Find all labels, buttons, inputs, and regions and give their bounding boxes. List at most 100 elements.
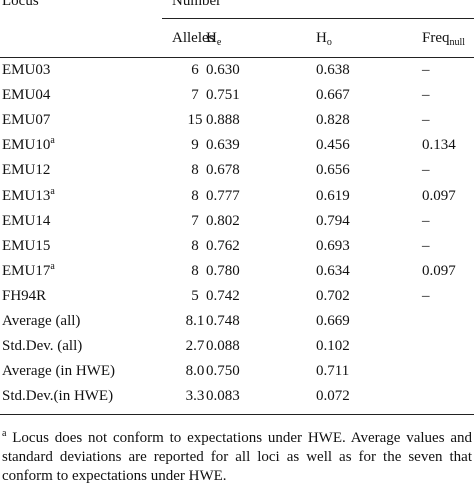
ho: 0.634 xyxy=(316,262,350,279)
rule xyxy=(162,18,474,19)
he: 0.777 xyxy=(206,187,240,204)
he: 0.751 xyxy=(206,87,240,104)
column-header-text: H xyxy=(316,30,327,46)
ho: 0.828 xyxy=(316,112,350,129)
alleles: 8.0 xyxy=(185,363,205,380)
column-header: Alleles xyxy=(172,29,215,47)
ho: 0.072 xyxy=(316,388,350,405)
ho: 0.711 xyxy=(316,363,350,380)
locus: EMU13a xyxy=(2,185,55,205)
ho: 0.102 xyxy=(316,338,350,355)
locus: EMU10a xyxy=(2,136,55,154)
ho: 0.656 xyxy=(316,162,350,179)
locus: EMU14 xyxy=(2,212,50,230)
alleles: 3.3 xyxy=(185,388,205,405)
locus: Std.Dev. (all) xyxy=(2,337,82,355)
alleles: 15 xyxy=(187,112,203,129)
locus-name: FH94R xyxy=(2,287,47,304)
alleles: 9 xyxy=(191,137,199,154)
column-header-sub: e xyxy=(216,37,222,48)
rule xyxy=(0,414,474,415)
locus-header: Locus xyxy=(2,0,39,9)
locus: EMU03 xyxy=(2,61,50,79)
column-header: He xyxy=(206,29,222,48)
column-header-text: Freq xyxy=(422,30,450,46)
footnote-mark: a xyxy=(2,428,7,439)
freq-null: – xyxy=(422,87,430,104)
locus-note: a xyxy=(50,135,55,147)
column-header-text: Alleles xyxy=(172,30,215,46)
locus-note: a xyxy=(50,260,55,272)
ho: 0.794 xyxy=(316,212,350,229)
column-header-text: H xyxy=(206,30,217,46)
freq-null: – xyxy=(422,287,430,304)
locus: Average (in HWE) xyxy=(2,362,115,380)
alleles: 5 xyxy=(191,287,199,304)
column-header: Ho xyxy=(316,29,332,48)
he: 0.748 xyxy=(206,313,240,329)
ho: 0.619 xyxy=(316,187,350,204)
locus-name: EMU10 xyxy=(2,137,51,154)
locus-note: a xyxy=(50,185,55,197)
locus-name: Std.Dev. (all) xyxy=(2,338,83,355)
locus-name: EMU15 xyxy=(2,237,51,254)
locus-name: EMU13 xyxy=(2,187,51,204)
ho: 0.456 xyxy=(316,137,350,154)
freq-null: – xyxy=(422,62,430,78)
freq-null: – xyxy=(422,162,430,179)
rule xyxy=(0,57,474,58)
locus-name: EMU03 xyxy=(2,62,51,78)
alleles: 7 xyxy=(191,212,199,229)
locus-name: EMU14 xyxy=(2,212,51,229)
locus-name: Average (all) xyxy=(2,313,81,329)
locus: EMU04 xyxy=(2,86,50,104)
alleles: 8 xyxy=(191,237,199,254)
locus: Std.Dev.(in HWE) xyxy=(2,387,113,405)
locus: Average (all) xyxy=(2,312,80,330)
locus: FH94R xyxy=(2,287,46,305)
freq-null: 0.097 xyxy=(422,262,456,279)
footnote-text: Locus does not conform to expectations u… xyxy=(2,430,473,484)
column-header-sub: o xyxy=(326,37,332,48)
he: 0.742 xyxy=(206,287,240,304)
ho: 0.669 xyxy=(316,313,350,329)
footnote: a Locus does not conform to expectations… xyxy=(2,429,472,486)
alleles: 7 xyxy=(191,87,199,104)
freq-null: 0.097 xyxy=(422,187,456,204)
locus-name: Average (in HWE) xyxy=(2,363,115,380)
he: 0.630 xyxy=(206,62,240,78)
he: 0.762 xyxy=(206,237,240,254)
alleles: 8 xyxy=(191,262,199,279)
he: 0.750 xyxy=(206,363,240,380)
locus-name: Std.Dev.(in HWE) xyxy=(2,388,114,405)
freq-null: – xyxy=(422,237,430,254)
column-header-sub: null xyxy=(449,37,466,48)
alleles: 6 xyxy=(191,62,199,78)
locus: EMU17a xyxy=(2,260,55,280)
locus: EMU07 xyxy=(2,111,50,129)
alleles: 8 xyxy=(191,187,199,204)
ho: 0.667 xyxy=(316,87,350,104)
ho: 0.693 xyxy=(316,237,350,254)
locus: EMU12 xyxy=(2,161,50,179)
he: 0.639 xyxy=(206,137,240,154)
freq-null: – xyxy=(422,112,430,129)
locus-name: EMU04 xyxy=(2,87,51,104)
he: 0.088 xyxy=(206,338,240,355)
column-header: Freqnull xyxy=(422,29,466,48)
he: 0.888 xyxy=(206,112,240,129)
he: 0.083 xyxy=(206,388,240,405)
freq-null: 0.134 xyxy=(422,137,456,154)
he: 0.780 xyxy=(206,262,240,279)
locus-name: EMU07 xyxy=(2,112,51,129)
locus: EMU15 xyxy=(2,237,50,255)
locus-name: EMU17 xyxy=(2,262,51,279)
he: 0.678 xyxy=(206,162,240,179)
group-header: Number xyxy=(172,0,222,9)
alleles: 8.1 xyxy=(185,313,205,329)
locus-name: EMU12 xyxy=(2,162,51,179)
ho: 0.638 xyxy=(316,62,350,78)
freq-null: – xyxy=(422,212,430,229)
alleles: 8 xyxy=(191,162,199,179)
